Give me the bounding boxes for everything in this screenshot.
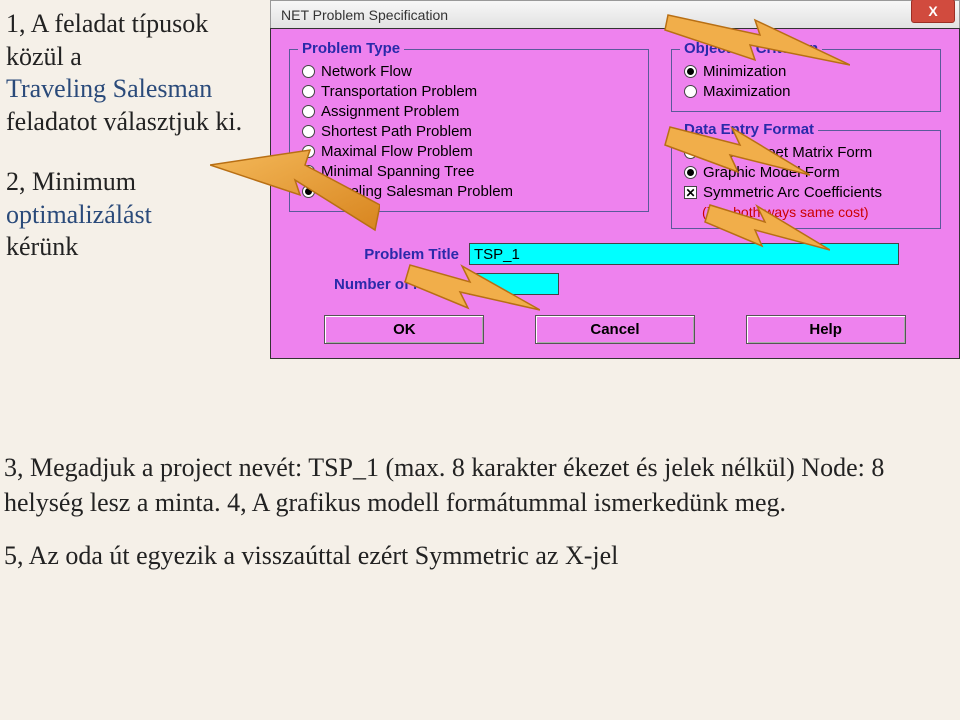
problem-type-label: Minimal Spanning Tree [321,163,474,180]
problem-type-radio[interactable] [302,105,315,118]
problem-type-radio[interactable] [302,145,315,158]
data-entry-label: Spreadsheet Matrix Form [703,144,872,161]
step5-text: 5, Az oda út egyezik a visszaúttal ezért… [4,538,954,573]
problem-type-label: Maximal Flow Problem [321,143,473,160]
symmetric-label: Symmetric Arc Coefficients [703,184,882,201]
nodes-label: Number of Nodes [289,276,459,293]
problem-type-option[interactable]: Traveling Salesman Problem [302,183,636,200]
cancel-button[interactable]: Cancel [535,315,695,344]
data-entry-label: Graphic Model Form [703,164,840,181]
objective-group: Objective Criterion MinimizationMaximiza… [671,49,941,112]
close-button[interactable]: X [911,0,955,23]
nodes-input[interactable] [469,273,559,295]
objective-radio[interactable] [684,65,697,78]
objective-option[interactable]: Minimization [684,63,928,80]
problem-type-option[interactable]: Assignment Problem [302,103,636,120]
dialog-window: NET Problem Specification X Problem Type… [270,0,960,359]
symmetric-checkbox[interactable]: ✕ [684,186,697,199]
problem-type-radio[interactable] [302,85,315,98]
dialog-body: Problem Type Network Flow Transportation … [270,28,960,359]
step3-4-text: 3, Megadjuk a project nevét: TSP_1 (max.… [4,450,954,520]
step2-highlight: optimalizálást [6,199,266,232]
problem-type-radio[interactable] [302,125,315,138]
help-button[interactable]: Help [746,315,906,344]
window-title: NET Problem Specification [281,7,448,23]
instructions-left: 1, A feladat típusok közül a Traveling S… [6,8,266,264]
problem-type-label: Network Flow [321,63,412,80]
problem-type-radio[interactable] [302,185,315,198]
data-entry-option[interactable]: Graphic Model Form [684,164,928,181]
problem-type-radio[interactable] [302,65,315,78]
titlebar: NET Problem Specification X [270,0,960,28]
problem-type-label: Transportation Problem [321,83,477,100]
symmetric-hint: (i.e., both ways same cost) [702,204,928,220]
problem-type-radio[interactable] [302,165,315,178]
data-entry-radio[interactable] [684,166,697,179]
data-entry-option[interactable]: Spreadsheet Matrix Form [684,144,928,161]
problem-type-option[interactable]: Shortest Path Problem [302,123,636,140]
problem-type-option[interactable]: Maximal Flow Problem [302,143,636,160]
step2-line1: 2, Minimum [6,166,266,199]
problem-title-row: Problem Title [289,243,941,265]
symmetric-checkbox-row[interactable]: ✕ Symmetric Arc Coefficients [684,184,928,201]
objective-label: Maximization [703,83,791,100]
step1-line1: 1, A feladat típusok közül a [6,8,266,73]
problem-type-option[interactable]: Network Flow [302,63,636,80]
problem-type-option[interactable]: Transportation Problem [302,83,636,100]
instructions-bottom: 3, Megadjuk a project nevét: TSP_1 (max.… [4,450,954,591]
nodes-row: Number of Nodes [289,273,941,295]
objective-option[interactable]: Maximization [684,83,928,100]
problem-type-group: Problem Type Network FlowTransportation … [289,49,649,212]
step2-line3: kérünk [6,231,266,264]
problem-title-input[interactable] [469,243,899,265]
step1-line3: feladatot választjuk ki. [6,106,266,139]
button-row: OK Cancel Help [289,315,941,344]
problem-type-label: Assignment Problem [321,103,459,120]
ok-button[interactable]: OK [324,315,484,344]
data-entry-legend: Data Entry Format [680,121,818,138]
data-entry-group: Data Entry Format Spreadsheet Matrix For… [671,130,941,229]
problem-type-label: Traveling Salesman Problem [321,183,513,200]
problem-type-option[interactable]: Minimal Spanning Tree [302,163,636,180]
problem-type-legend: Problem Type [298,40,404,57]
objective-label: Minimization [703,63,786,80]
problem-title-label: Problem Title [289,246,459,263]
data-entry-radio[interactable] [684,146,697,159]
step1-highlight: Traveling Salesman [6,73,266,106]
objective-radio[interactable] [684,85,697,98]
objective-legend: Objective Criterion [680,40,822,57]
problem-type-label: Shortest Path Problem [321,123,472,140]
